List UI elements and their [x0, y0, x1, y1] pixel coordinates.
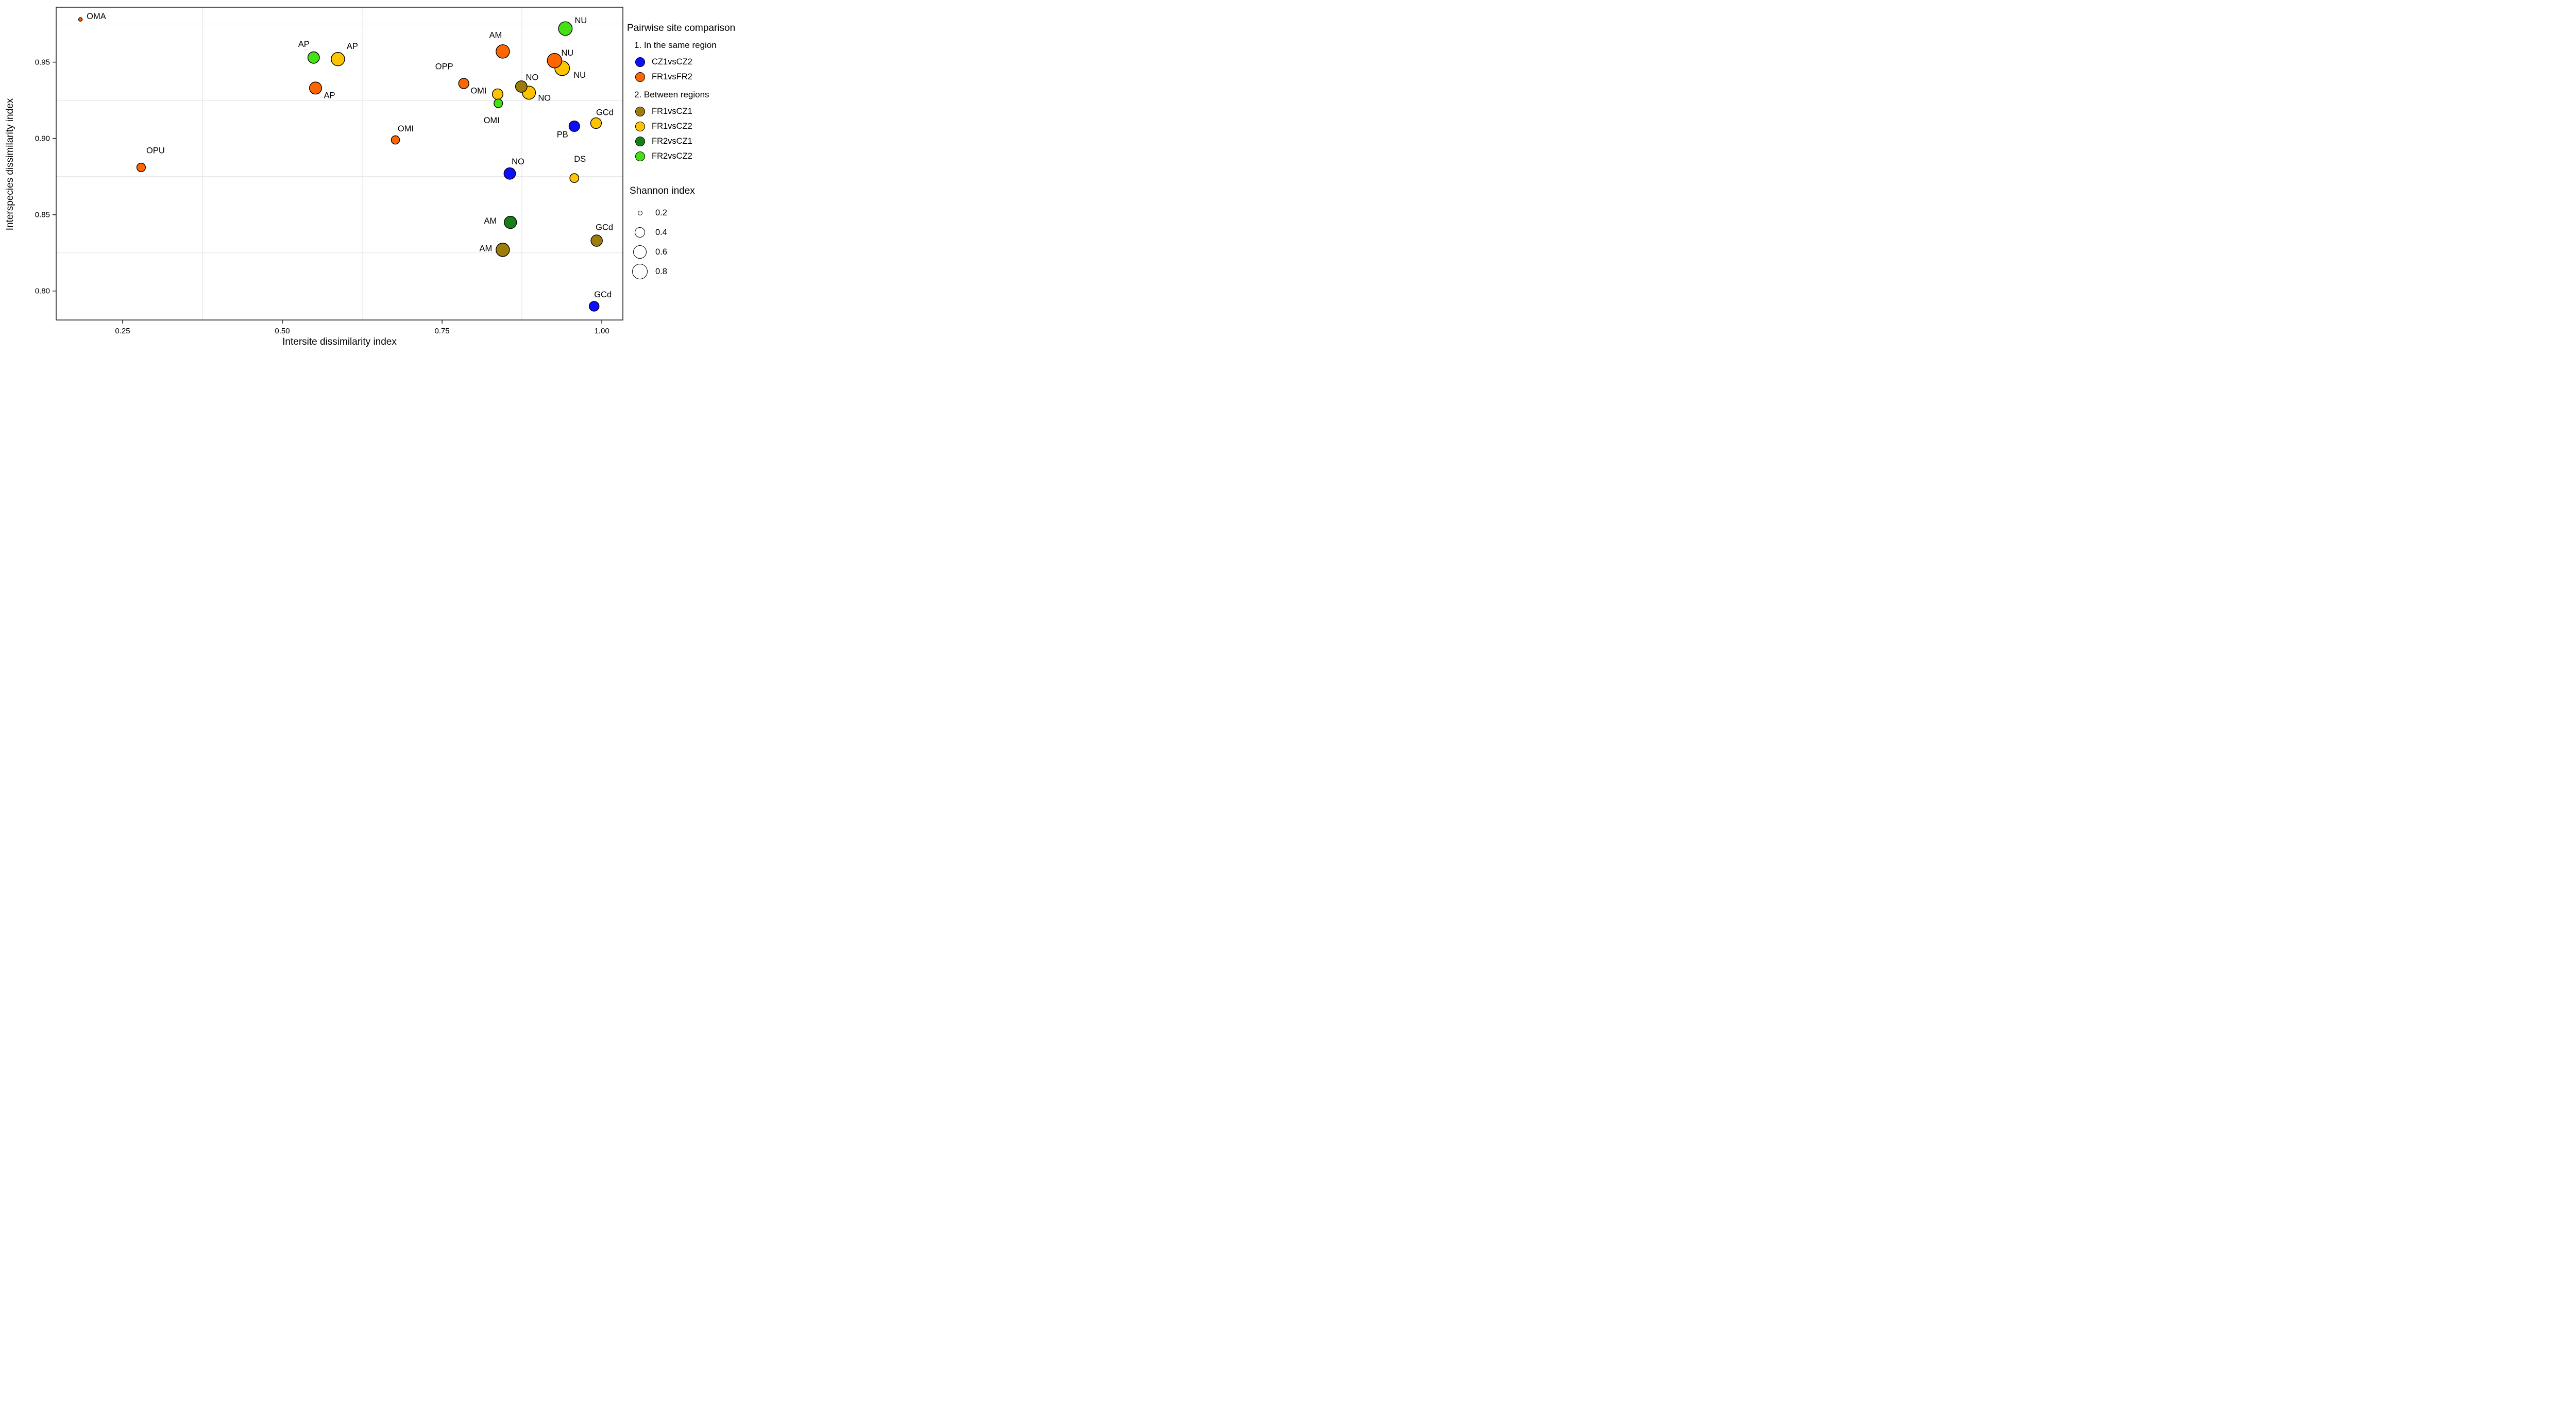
- point-label-NO: NO: [526, 73, 538, 82]
- point-label-OPP: OPP: [435, 62, 453, 72]
- data-point-AM: [504, 215, 517, 229]
- point-label-AP: AP: [347, 42, 358, 51]
- x-axis-title: Intersite dissimilarity index: [282, 336, 397, 347]
- size-circle-0.8: [632, 263, 648, 280]
- size-circle-box: [632, 242, 648, 262]
- data-point-AM: [496, 243, 510, 257]
- legend-item-label: CZ1vsCZ2: [652, 57, 692, 66]
- size-legend-item-0.8: 0.8: [632, 262, 738, 281]
- legend-pairwise-site-comparison: Pairwise site comparison 1. In the same …: [627, 23, 744, 164]
- y-tick-label: 0.80: [35, 287, 50, 296]
- size-legend-label: 0.6: [655, 247, 667, 257]
- scatter-plot-figure: 0.25 0.50 0.75 1.00 0.80 0.85 0.90 0.95 OMA AP AP A…: [0, 0, 746, 355]
- legend-swatch-FR2vsCZ1: [635, 137, 645, 146]
- y-tick-label: 0.95: [35, 58, 50, 67]
- data-point-AM: [496, 44, 510, 59]
- legend-item-FR2vsCZ2: FR2vsCZ2: [635, 149, 744, 164]
- size-legend-item-0.6: 0.6: [632, 242, 738, 262]
- point-label-AM: AM: [484, 216, 497, 226]
- legend-shannon-index: Shannon index 0.2 0.4 0.6 0.8: [630, 185, 738, 281]
- size-circle-box: [632, 223, 648, 242]
- size-circle-0.6: [633, 245, 647, 259]
- plot-canvas: 0.25 0.50 0.75 1.00 0.80 0.85 0.90 0.95 OMA AP AP A…: [35, 7, 623, 335]
- size-circle-box: [632, 262, 648, 281]
- point-label-AM: AM: [479, 244, 492, 253]
- point-label-AP: AP: [298, 40, 310, 49]
- x-tick-label: 0.25: [115, 327, 130, 335]
- point-label-AM: AM: [489, 30, 502, 40]
- point-label-NU: NU: [574, 16, 587, 25]
- legend-item-label: FR1vsCZ2: [652, 122, 692, 131]
- point-label-NO: NO: [512, 157, 524, 166]
- data-point-GCd: [588, 301, 600, 312]
- size-legend-label: 0.4: [655, 227, 667, 237]
- legend-item-FR1vsCZ2: FR1vsCZ2: [635, 119, 744, 134]
- legend-swatch-FR2vsCZ2: [635, 151, 645, 161]
- data-point-AP: [309, 81, 322, 95]
- point-label-DS: DS: [574, 155, 586, 164]
- data-point-NO: [503, 167, 516, 180]
- point-label-NO: NO: [538, 93, 551, 103]
- legend-swatch-CZ1vsCZ2: [635, 57, 645, 67]
- legend-comparison-groups: 1. In the same region CZ1vsCZ2 FR1vsFR2 2. …: [627, 40, 744, 164]
- data-point-NU: [547, 53, 563, 69]
- legend-swatch-FR1vsFR2: [635, 72, 645, 82]
- legend-group-label-2: 2. Between regions: [634, 90, 709, 99]
- legend-item-label: FR2vsCZ2: [652, 151, 692, 161]
- data-point-OMI: [391, 135, 400, 145]
- point-label-GCd: GCd: [594, 290, 612, 299]
- data-point-OPU: [136, 162, 146, 172]
- data-point-AP: [307, 51, 320, 64]
- data-point-NO: [515, 80, 528, 93]
- size-legend-item-0.2: 0.2: [632, 203, 738, 223]
- data-point-OMI: [492, 88, 503, 100]
- y-tick-label: 0.85: [35, 211, 50, 220]
- point-label-PB: PB: [557, 130, 568, 139]
- point-label-GCd: GCd: [596, 223, 613, 232]
- x-tick-label: 1.00: [594, 327, 609, 335]
- legend-item-FR1vsCZ1: FR1vsCZ1: [635, 104, 744, 119]
- data-point-OMA: [78, 17, 83, 22]
- legend-swatch-FR1vsCZ1: [635, 107, 645, 116]
- point-label-NU: NU: [561, 48, 573, 58]
- data-point-OMI: [494, 98, 503, 108]
- point-label-OMI: OMI: [470, 86, 486, 95]
- y-axis-title: Interspecies dissimilarity index: [5, 98, 15, 231]
- point-label-GCd: GCd: [596, 108, 614, 117]
- legend-item-CZ1vsCZ2: CZ1vsCZ2: [635, 55, 744, 70]
- x-tick-label: 0.50: [275, 327, 290, 335]
- y-tick-label: 0.90: [35, 134, 50, 143]
- data-point-DS: [569, 173, 580, 183]
- data-point-GCd: [590, 234, 603, 247]
- point-label-OMI: OMI: [484, 116, 500, 125]
- panel-border: [56, 7, 623, 320]
- legend-item-FR2vsCZ1: FR2vsCZ1: [635, 134, 744, 149]
- size-legend-label: 0.2: [655, 208, 667, 217]
- legend-size-title: Shannon index: [630, 185, 695, 196]
- legend-item-FR1vsFR2: FR1vsFR2: [635, 70, 744, 85]
- point-label-NU: NU: [573, 71, 586, 80]
- data-point-NU: [558, 21, 573, 36]
- x-tick-label: 0.75: [434, 327, 449, 335]
- point-label-OPU: OPU: [146, 146, 165, 155]
- legend-swatch-FR1vsCZ2: [635, 122, 645, 131]
- data-point-GCd: [590, 117, 602, 129]
- legend-size-rows: 0.2 0.4 0.6 0.8: [630, 203, 738, 281]
- size-circle-0.2: [637, 210, 642, 215]
- size-circle-0.4: [634, 227, 646, 238]
- size-legend-label: 0.8: [655, 266, 667, 276]
- legend-comparison-title: Pairwise site comparison: [627, 23, 736, 33]
- data-point-AP: [331, 52, 345, 66]
- legend-group-label-1: 1. In the same region: [634, 40, 717, 50]
- legend-item-label: FR2vsCZ1: [652, 137, 692, 146]
- legend-item-label: FR1vsCZ1: [652, 107, 692, 116]
- legend-item-label: FR1vsFR2: [652, 72, 692, 81]
- size-circle-box: [632, 203, 648, 223]
- point-label-AP: AP: [324, 91, 335, 100]
- size-legend-item-0.4: 0.4: [632, 223, 738, 242]
- point-label-OMI: OMI: [398, 124, 414, 133]
- point-label-OMA: OMA: [87, 12, 106, 21]
- data-point-PB: [568, 120, 580, 132]
- data-point-OPP: [458, 78, 469, 89]
